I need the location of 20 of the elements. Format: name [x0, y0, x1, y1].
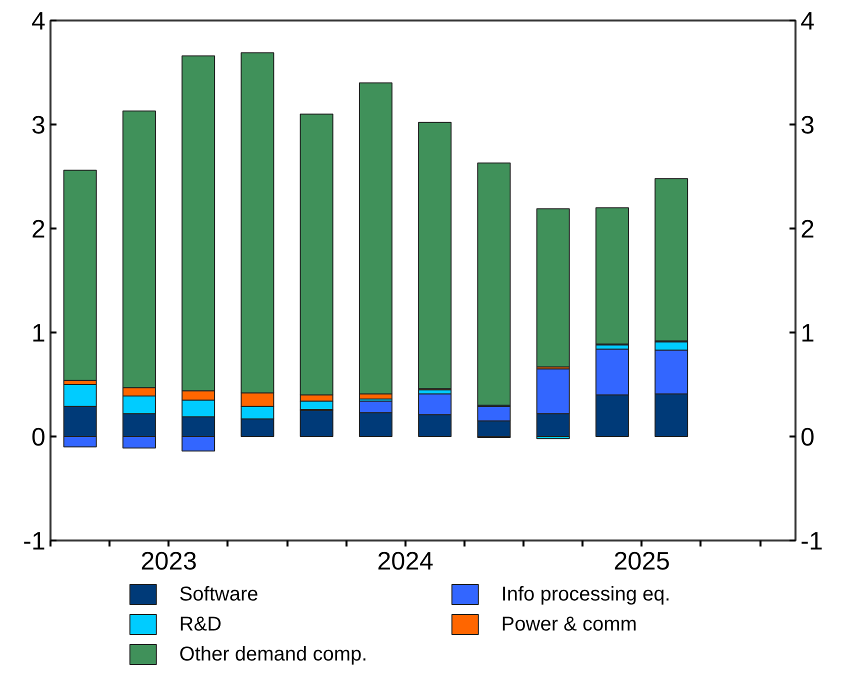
y-tick-label: 3: [31, 112, 46, 140]
legend-label: R&D: [179, 614, 222, 636]
x-tick-label: 2024: [377, 548, 434, 576]
y-tick-label: -1: [22, 528, 46, 556]
legend-label: Info processing eq.: [501, 584, 670, 606]
legend-label: Software: [179, 584, 258, 606]
x-tick-label: 2025: [614, 548, 670, 576]
y2-tick-label: -1: [800, 528, 824, 556]
y2-tick-label: 3: [800, 112, 815, 140]
y-tick-label: 1: [31, 320, 46, 348]
legend-label: Other demand comp.: [179, 644, 368, 666]
y-tick-label: 0: [31, 424, 46, 452]
y-tick-label: 2: [31, 216, 46, 244]
y2-tick-label: 0: [800, 424, 815, 452]
y2-tick-label: 4: [800, 8, 815, 36]
y2-tick-label: 2: [800, 216, 815, 244]
y2-tick-label: 1: [800, 320, 815, 348]
y-tick-label: 4: [31, 8, 46, 36]
x-tick-label: 2023: [140, 548, 197, 576]
legend-label: Power & comm: [501, 614, 637, 636]
